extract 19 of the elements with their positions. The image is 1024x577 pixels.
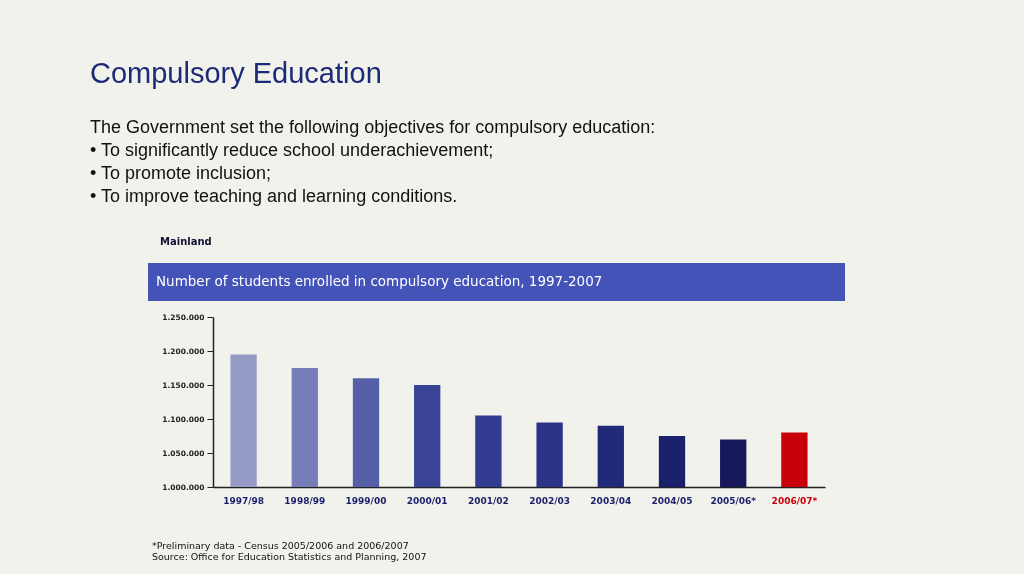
chart-title: Compulsory Education (90, 57, 382, 89)
source-note: Source: Office for Education Statistics and Planning, 2007 (152, 551, 427, 562)
text: • To improve teaching and learning conditions. (90, 186, 458, 206)
text: • To promote inclusion; (90, 163, 272, 183)
x-tick-label: 2004/05 (651, 495, 693, 506)
x-tick-label: 2005/06* (710, 495, 757, 506)
x-tick-label: 2006/07* (771, 495, 818, 506)
text: *Preliminary data - Census 2005/2006 and 2006/2007 (152, 540, 409, 551)
x-tick-label: 2002/03 (529, 495, 571, 506)
x-tick-label: 1999/00 (345, 495, 387, 506)
chart-subtitle: Number of students enrolled in compulsory education, 1997-2007 (156, 273, 603, 289)
text: • To significantly reduce school underachievement; (90, 140, 494, 160)
x-tick-label: 2000/01 (406, 495, 448, 506)
x-tick-label: 2003/04 (590, 495, 632, 506)
text: Mainland (160, 236, 212, 247)
x-tick-label: 2001/02 (467, 495, 509, 506)
x-tick-label: 1998/99 (284, 495, 326, 506)
text: The Government set the following objectives for compulsory education: (90, 117, 656, 137)
x-tick-label: 1997/98 (223, 495, 265, 506)
